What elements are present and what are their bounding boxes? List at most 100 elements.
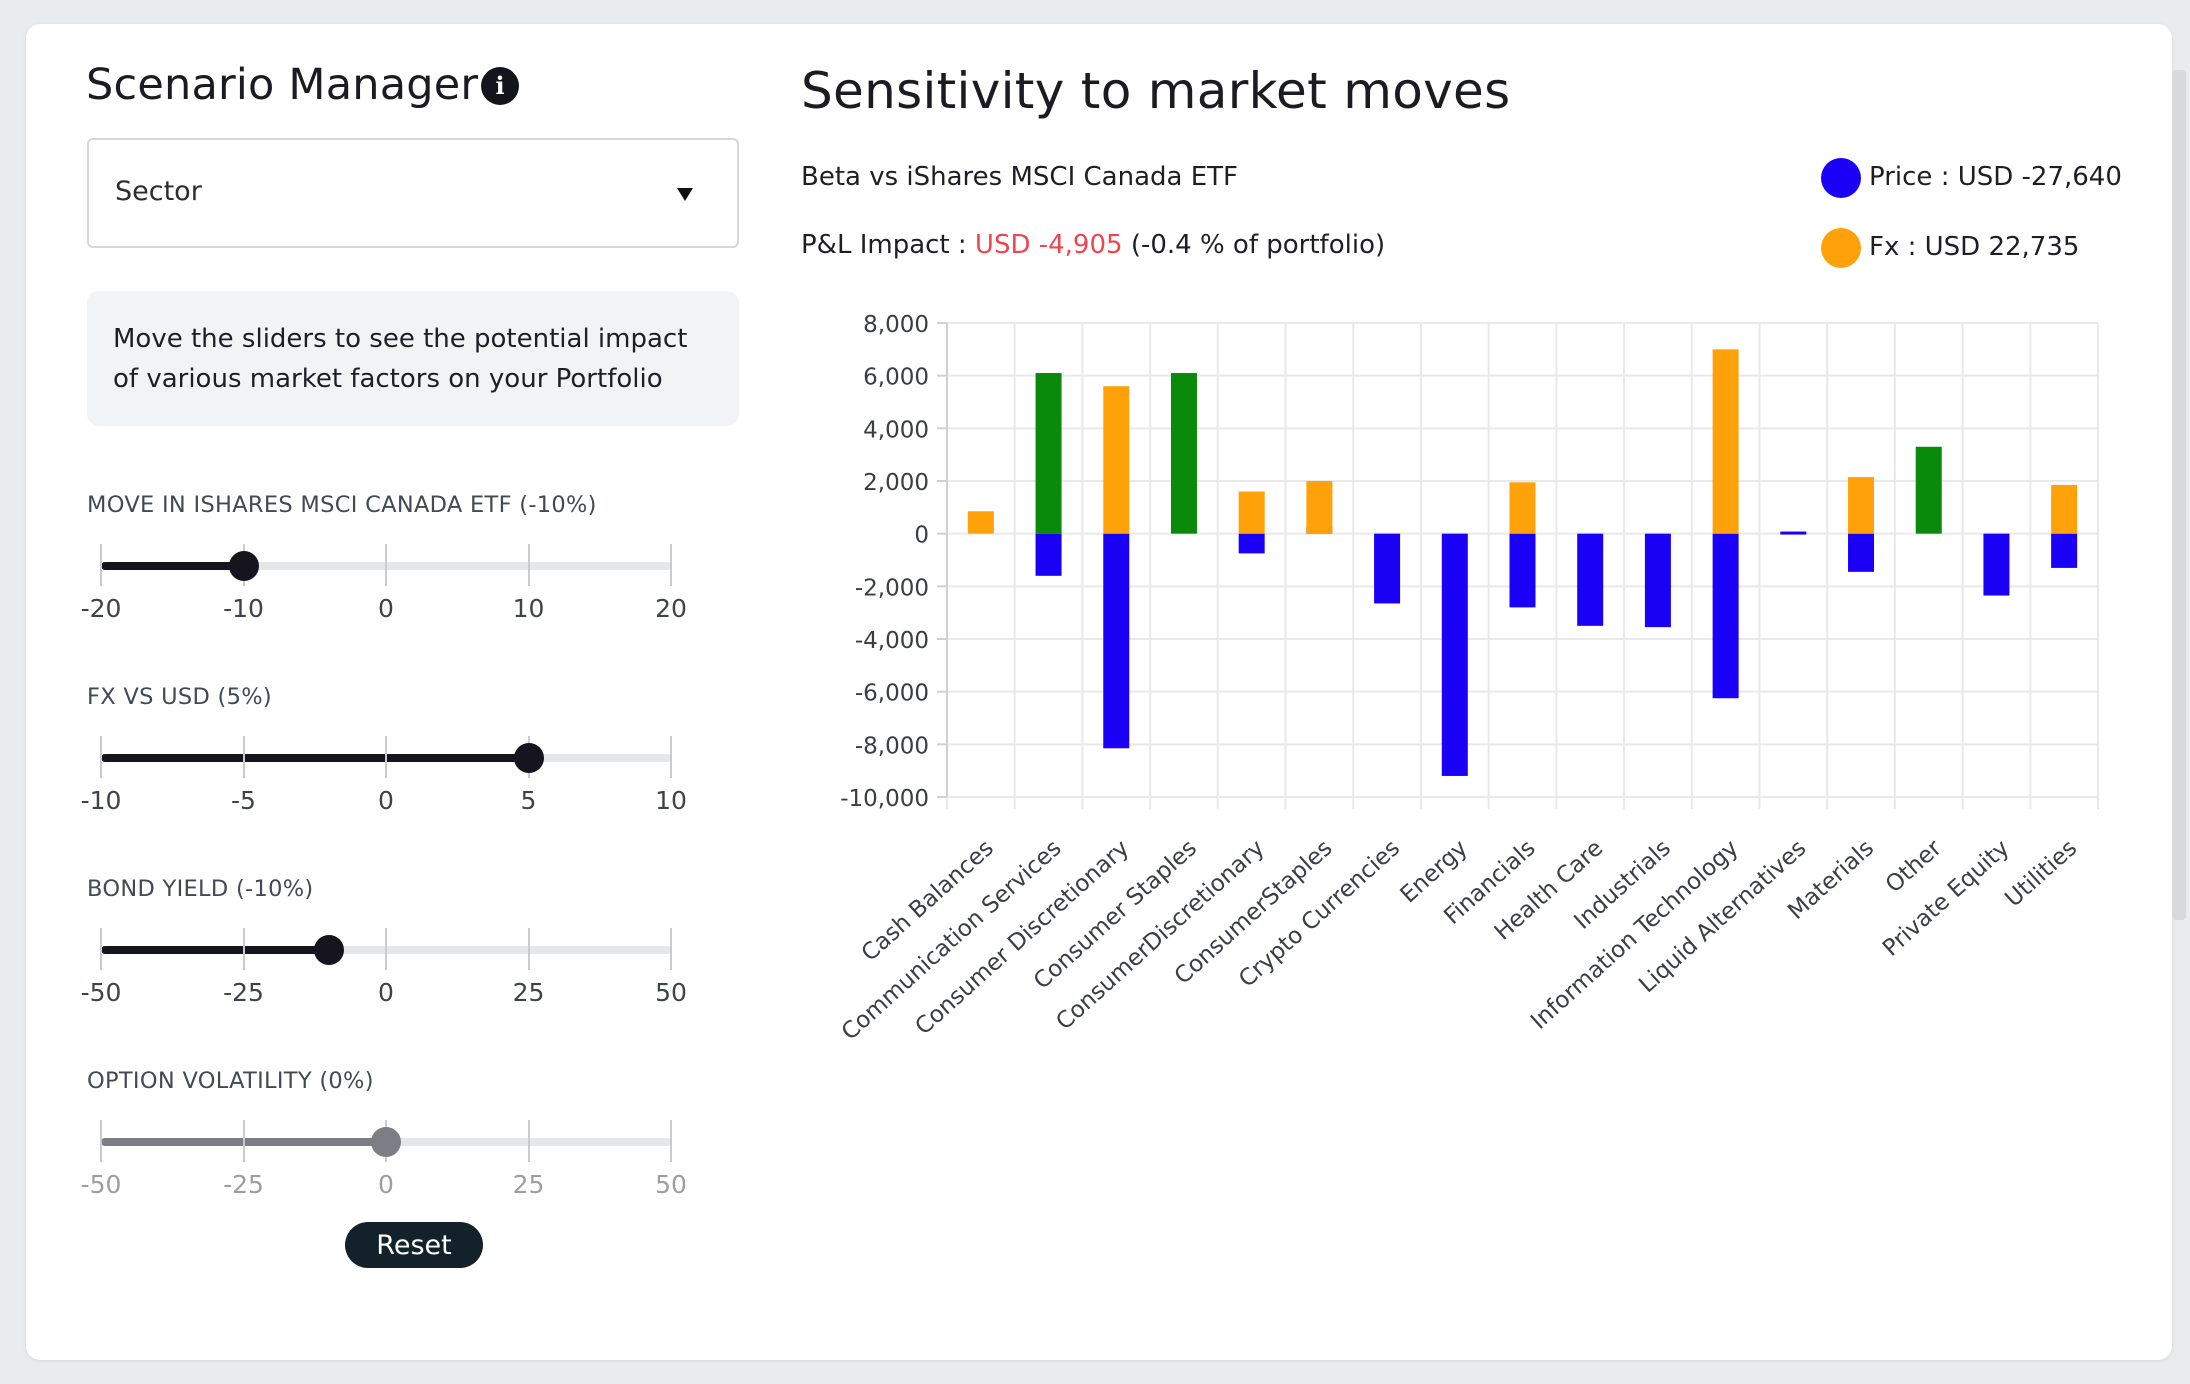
y-tick-label: -2,000 — [855, 575, 929, 601]
group-by-dropdown[interactable]: Sector — [87, 138, 739, 248]
bar-price — [1441, 533, 1468, 776]
slider-thumb[interactable] — [371, 1127, 401, 1157]
slider-tick-label: 10 — [512, 594, 545, 623]
bar-price — [1374, 533, 1401, 604]
bar-fx — [1306, 481, 1333, 534]
slider-tick-label: 10 — [655, 786, 687, 815]
reset-button[interactable]: Reset — [345, 1222, 483, 1268]
bar-fx — [1509, 482, 1536, 534]
slider-tick-label: -10 — [223, 594, 264, 623]
slider-tick-label: -25 — [223, 978, 264, 1007]
bar-fx — [1848, 477, 1875, 534]
slider-tick — [670, 736, 672, 778]
bar-price — [1238, 533, 1265, 554]
slider-tick-label: 0 — [378, 786, 394, 815]
slider[interactable]: -50 -25 0 25 50 — [81, 1104, 687, 1204]
slider-tick-label: -20 — [80, 594, 122, 623]
bar-price — [1644, 533, 1671, 628]
slider-tick — [385, 544, 387, 586]
slider-tick — [527, 1120, 530, 1162]
slider-tick — [100, 544, 102, 586]
slider-tick-label: 25 — [512, 978, 545, 1007]
slider-tick-label: 50 — [655, 978, 687, 1007]
bar-price — [1103, 533, 1130, 749]
slider-tick — [670, 1120, 672, 1162]
slider-fill — [101, 562, 244, 570]
slider-tick — [100, 928, 102, 970]
bar-fx — [2051, 484, 2078, 534]
bar-price — [1577, 533, 1604, 626]
bar-fx — [967, 511, 994, 534]
slider-tick-label: 20 — [655, 594, 687, 623]
bar-fx — [1238, 491, 1265, 534]
slider-label: BOND YIELD (-10%) — [87, 876, 314, 902]
slider-thumb[interactable] — [513, 743, 544, 773]
slider-fill — [101, 754, 529, 762]
slider-thumb[interactable] — [228, 551, 259, 581]
slider-fill — [101, 946, 329, 954]
legend-fx-swatch — [1821, 228, 1861, 268]
chart-title: Sensitivity to market moves — [801, 62, 1511, 120]
bar-other — [1170, 373, 1197, 534]
bar-other — [1035, 373, 1062, 534]
bar-price — [1712, 533, 1739, 699]
slider-label: MOVE IN ISHARES MSCI CANADA ETF (-10%) — [87, 492, 597, 518]
y-tick-label: 6,000 — [863, 365, 929, 391]
slider[interactable]: -50 -25 0 25 50 — [81, 912, 687, 1012]
slider-thumb[interactable] — [314, 935, 344, 965]
slider-tick — [527, 928, 530, 970]
slider-tick-label: -10 — [80, 786, 122, 815]
hint-box: Move the sliders to see the potential im… — [87, 291, 739, 426]
bar-fx — [1103, 386, 1130, 534]
slider-label: OPTION VOLATILITY (0%) — [87, 1068, 374, 1094]
bar-price — [1780, 531, 1807, 535]
y-tick-label: 8,000 — [863, 312, 929, 338]
beta-description: Beta vs iShares MSCI Canada ETF — [801, 162, 1238, 192]
slider-tick — [100, 736, 102, 778]
slider-tick — [670, 544, 672, 586]
slider-tick — [385, 928, 387, 970]
y-tick-label: 4,000 — [863, 417, 929, 443]
slider[interactable]: -20 -10 0 10 20 — [81, 528, 687, 628]
slider-label: FX VS USD (5%) — [87, 684, 273, 710]
slider-tick — [670, 928, 672, 970]
page-title: Scenario Manager — [86, 60, 479, 110]
y-tick-label: -6,000 — [855, 681, 929, 707]
scrollbar[interactable] — [2172, 70, 2186, 920]
y-tick-label: -10,000 — [840, 786, 929, 812]
slider-tick-label: -5 — [231, 786, 256, 815]
slider-tick-label: 0 — [378, 1170, 394, 1199]
pl-impact-suffix: (-0.4 % of portfolio) — [1122, 230, 1386, 260]
y-tick-label: -4,000 — [855, 628, 929, 654]
slider-tick — [100, 1120, 102, 1162]
bar-price — [1983, 533, 2010, 596]
slider-tick — [242, 928, 245, 970]
bar-price — [1848, 533, 1875, 572]
pl-impact-label: P&L Impact : — [801, 230, 975, 260]
info-icon[interactable]: i — [481, 67, 519, 105]
y-tick-label: -8,000 — [855, 733, 929, 759]
bar-price — [1509, 533, 1536, 608]
bar-fx — [1712, 349, 1739, 534]
slider-tick-label: 25 — [512, 1170, 545, 1199]
bar-price — [1035, 533, 1062, 576]
caret-down-icon — [677, 188, 693, 201]
slider-tick-label: 50 — [655, 1170, 687, 1199]
legend-fx-label: Fx : USD 22,735 — [1869, 232, 2080, 262]
slider-tick — [242, 1120, 245, 1162]
y-tick-label: 2,000 — [863, 470, 929, 496]
pl-impact-value: USD -4,905 — [974, 230, 1123, 260]
bar-other — [1915, 446, 1942, 534]
bar-price — [2051, 533, 2078, 568]
y-tick-label: 0 — [914, 523, 929, 549]
slider-tick-label: -25 — [223, 1170, 264, 1199]
dropdown-selected-value: Sector — [115, 176, 202, 207]
legend-price-label: Price : USD -27,640 — [1869, 162, 2122, 192]
slider-tick-label: 0 — [378, 978, 394, 1007]
slider-tick-label: -50 — [80, 1170, 122, 1199]
slider[interactable]: -10 -5 0 5 10 — [81, 720, 687, 820]
x-category-label: Utilities — [2000, 835, 2082, 912]
slider-tick-label: 5 — [520, 786, 537, 815]
slider-tick-label: -50 — [80, 978, 122, 1007]
